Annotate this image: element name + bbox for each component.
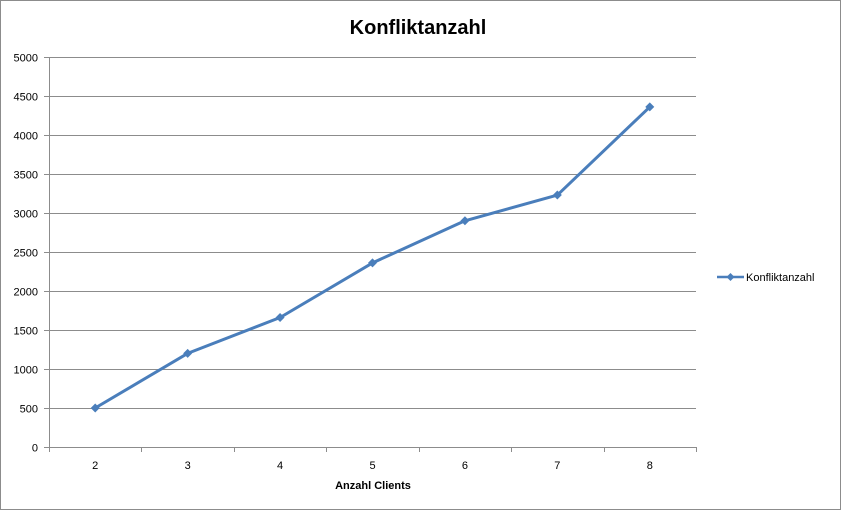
y-tick-label: 4500	[14, 92, 38, 104]
y-tick-label: 0	[32, 443, 38, 455]
y-tick-label: 5000	[14, 53, 38, 65]
x-tick-label: 7	[554, 460, 560, 472]
gridlines	[49, 57, 696, 409]
x-tick-labels: 2 3 4 5 6 7 8	[92, 460, 653, 472]
data-point-marker	[275, 313, 285, 323]
legend-label: Konfliktanzahl	[746, 272, 815, 284]
y-tick-label: 3500	[14, 170, 38, 182]
y-tick-label: 1000	[14, 365, 38, 377]
legend-marker	[726, 273, 735, 281]
x-tick-label: 4	[277, 460, 283, 472]
series-layer	[90, 102, 655, 413]
x-axis-label: Anzahl Clients	[335, 480, 411, 492]
data-point-marker	[460, 216, 470, 226]
y-tick-label: 4000	[14, 131, 38, 143]
x-tick-label: 3	[185, 460, 191, 472]
y-tick-label: 1500	[14, 326, 38, 338]
y-tick-labels: 0 500 1000 1500 2000 2500 3000 3500 4000 4500 5000	[14, 53, 38, 455]
axes	[44, 57, 697, 452]
chart-title: Konfliktanzahl	[350, 17, 487, 39]
series-line	[94, 105, 651, 410]
x-tick-label: 8	[647, 460, 653, 472]
data-point-marker	[183, 348, 193, 358]
data-point-marker	[552, 190, 562, 200]
legend: Konfliktanzahl	[717, 272, 815, 284]
y-tick-label: 2000	[14, 287, 38, 299]
x-tick-label: 6	[462, 460, 468, 472]
y-tick-label: 3000	[14, 209, 38, 221]
data-point-marker	[90, 403, 100, 413]
y-tick-label: 500	[20, 404, 38, 416]
y-tick-label: 2500	[14, 248, 38, 260]
data-point-marker	[368, 258, 377, 268]
data-point-marker	[645, 102, 655, 112]
x-tick-label: 5	[369, 460, 375, 472]
x-tick-label: 2	[92, 460, 98, 472]
